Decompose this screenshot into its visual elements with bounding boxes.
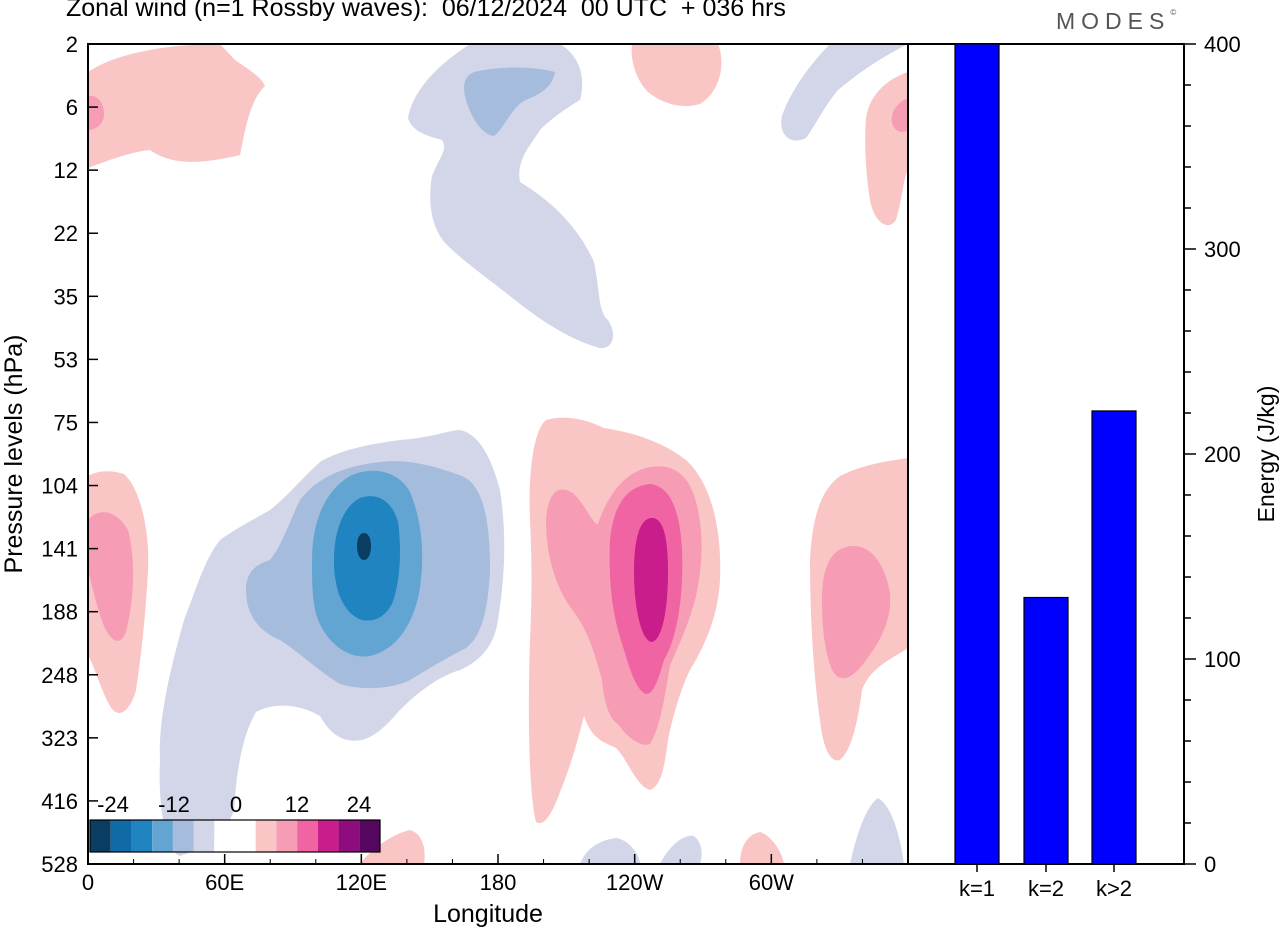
contour-neg-1-bottom-c (850, 798, 904, 864)
bar-category-label: k=1 (959, 876, 995, 901)
x-tick-label: 120W (606, 870, 664, 895)
colorbar-swatch (90, 820, 111, 852)
y-tick-label: 248 (41, 663, 78, 688)
y-axis-label: Pressure levels (hPa) (0, 335, 28, 574)
y-tick-label: 188 (41, 600, 78, 625)
y-tick-label: 22 (54, 221, 78, 246)
contour-pos-1-topleft (88, 44, 265, 168)
y-tick-label: 6 (66, 95, 78, 120)
energy-axis-label: Energy (J/kg) (1253, 386, 1279, 523)
y-tick-label: 2 (66, 32, 78, 57)
colorbar-swatch (152, 820, 173, 852)
y-tick-label: 528 (41, 852, 78, 877)
colorbar-label: 24 (347, 792, 371, 817)
contour-neg-1-bottom-a (580, 838, 640, 864)
colorbar-swatch (131, 820, 153, 852)
contour-pos-2-upperright (891, 98, 908, 132)
y-tick-label: 53 (54, 347, 78, 372)
energy-bars: k=1 k=2 k>2 0 100 200 300 400 Energy (J/kg) (954, 32, 1279, 901)
colorbar-swatch (172, 820, 194, 852)
colorbar-swatch (338, 820, 360, 852)
energy-tick-label: 100 (1204, 647, 1241, 672)
colorbar-label: 12 (285, 792, 309, 817)
x-tick-label: 120E (336, 870, 387, 895)
colorbar-swatch (297, 820, 318, 852)
energy-bar (1023, 596, 1069, 865)
contour-neg-1-upper (408, 44, 614, 349)
colorbar-label: -24 (97, 792, 129, 817)
x-tick-label: 60W (749, 870, 794, 895)
colorbar-frame (89, 819, 381, 853)
x-tick-label: 60E (205, 870, 244, 895)
x-tick-label: 0 (82, 870, 94, 895)
y-tick-label: 35 (54, 284, 78, 309)
colorbar-swatch (214, 820, 235, 852)
contour-neg-1-topright (781, 44, 908, 141)
colorbar-swatch (235, 820, 256, 852)
colorbar-swatch (276, 820, 298, 852)
wind-contour-field (88, 44, 908, 864)
colorbar-swatch (110, 820, 132, 852)
colorbar-swatch (359, 820, 380, 852)
contour-neg-5-main (357, 533, 371, 560)
energy-tick-label: 0 (1204, 852, 1216, 877)
contour-pos-1-top (631, 44, 722, 107)
y-tick-label: 141 (41, 537, 78, 562)
bar-category-label: k>2 (1096, 876, 1132, 901)
energy-tick-label: 200 (1204, 442, 1241, 467)
energy-bar (1091, 410, 1137, 865)
colorbar-swatch (255, 820, 277, 852)
colorbar-label: 0 (230, 792, 242, 817)
contour-pos-4-center (634, 518, 668, 642)
x-axis-label: Longitude (433, 900, 543, 928)
energy-tick-label: 400 (1204, 32, 1241, 57)
bar-category-label: k=2 (1028, 876, 1064, 901)
x-tick-label: 180 (480, 870, 517, 895)
logo-mark: © (1170, 8, 1177, 17)
y-tick-label: 104 (41, 474, 78, 499)
contour-pos-2-topleft (88, 95, 104, 130)
energy-tick-label: 300 (1204, 237, 1241, 262)
contour-neg-1-bottom-b (660, 835, 702, 864)
y-tick-label: 75 (54, 410, 78, 435)
contour-pos-1-upperright (865, 72, 908, 226)
energy-bar (954, 43, 1000, 865)
contour-neg-2-upper (464, 67, 555, 136)
contour-pos-1-bottom (360, 830, 425, 864)
modes-logo: MODES© (1056, 8, 1176, 35)
colorbar-swatch (317, 820, 339, 852)
contour-pos-1-bottom-b (740, 832, 784, 864)
y-tick-label: 416 (41, 789, 78, 814)
colorbar-swatch (193, 820, 215, 852)
y-tick-label: 12 (54, 158, 78, 183)
contour-pos-2-right (822, 546, 891, 679)
y-tick-label: 323 (41, 726, 78, 751)
colorbar-label: -12 (158, 792, 190, 817)
chart-title: Zonal wind (n=1 Rossby waves): 06/12/202… (66, 0, 786, 22)
contour-pos-2-left (88, 512, 134, 641)
colorbar: -24 -12 0 12 24 (89, 792, 381, 853)
logo-text: MODES (1056, 8, 1171, 34)
